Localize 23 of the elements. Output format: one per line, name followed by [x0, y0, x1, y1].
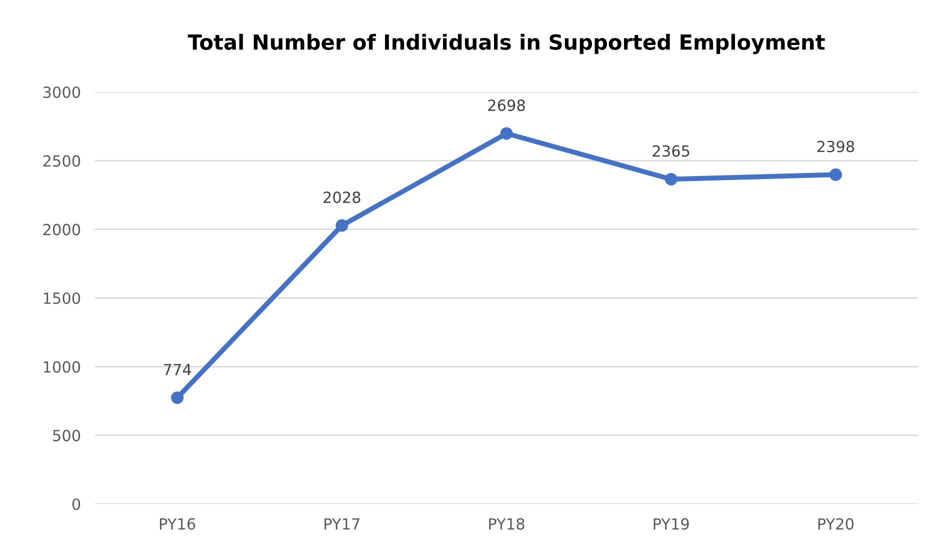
y-tick-label: 2500 [43, 155, 80, 167]
y-tick-label: 0 [72, 498, 80, 510]
data-label: 774 [164, 364, 192, 376]
point [336, 219, 348, 232]
data-label: 2398 [817, 140, 854, 152]
data-label: 2028 [324, 192, 360, 204]
point [829, 168, 842, 181]
x-tick-label: PY16 [160, 518, 196, 530]
chart-title: Total Number of Individuals in Supported Employment [188, 34, 825, 54]
x-tick-label: PY18 [489, 518, 524, 530]
x-tick-label: PY19 [654, 518, 689, 530]
data-label: 2698 [488, 100, 525, 112]
data-label: 2365 [652, 145, 690, 157]
y-tick-label: 3000 [43, 86, 80, 98]
y-tick-label: 500 [53, 430, 80, 442]
point [171, 391, 184, 404]
x-tick-label: PY17 [324, 518, 360, 530]
point [664, 172, 678, 186]
y-tick-label: 1500 [44, 292, 80, 304]
point [500, 127, 513, 140]
x-tick-label: PY20 [818, 518, 854, 530]
y-tick-label: 1000 [44, 361, 80, 373]
y-tick-label: 2000 [43, 224, 80, 236]
